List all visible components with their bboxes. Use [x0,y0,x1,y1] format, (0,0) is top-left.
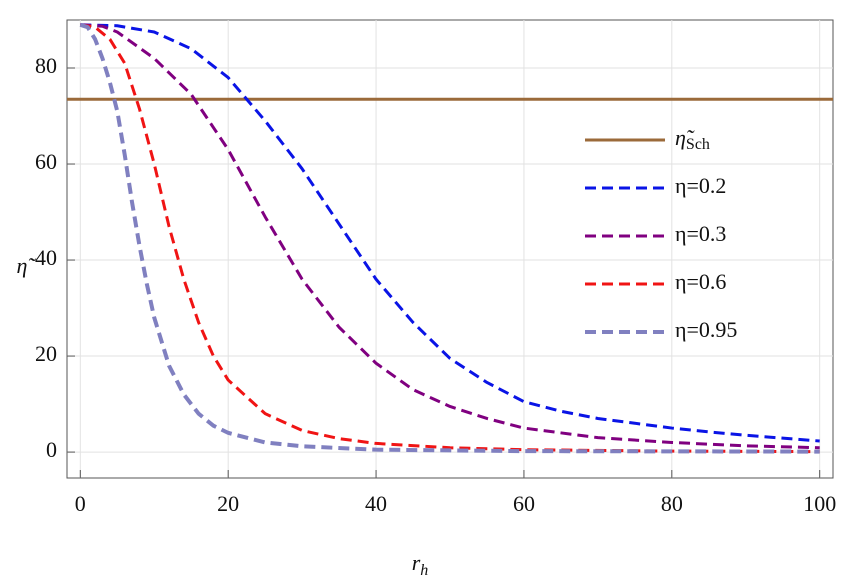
x-axis-label: rh [412,550,429,579]
x-tick-label: 0 [75,491,86,516]
series-line [80,23,820,443]
series-line [80,23,820,454]
x-tick-label: 80 [661,491,683,516]
legend-name: η=0.95 [675,317,737,342]
y-tick-label: 80 [35,53,57,78]
legend-label: η̃Sch [675,125,710,153]
x-tick-label: 40 [365,491,387,516]
legend-label: η=0.6 [675,269,726,294]
legend-label: η=0.3 [675,221,726,246]
legend-label: η=0.2 [675,173,726,198]
y-tick-label: 20 [35,341,57,366]
y-tick-label: 60 [35,149,57,174]
x-tick-label: 60 [513,491,535,516]
x-tick-label: 100 [803,491,836,516]
x-label-main: r [412,550,421,575]
legend-label: η=0.95 [675,317,737,342]
y-axis-label: η̃ [17,253,37,278]
series-line [80,23,820,450]
legend-name: η=0.3 [675,221,726,246]
series-line [79,22,820,454]
y-tick-label: 40 [35,245,57,270]
y-tick-label: 0 [46,437,57,462]
plot-frame [66,19,834,479]
x-label-sub: h [420,562,428,579]
legend-name: η=0.2 [675,173,726,198]
legend-name: η=0.6 [675,269,726,294]
x-tick-label: 20 [217,491,239,516]
legend-subscript: Sch [686,136,710,153]
